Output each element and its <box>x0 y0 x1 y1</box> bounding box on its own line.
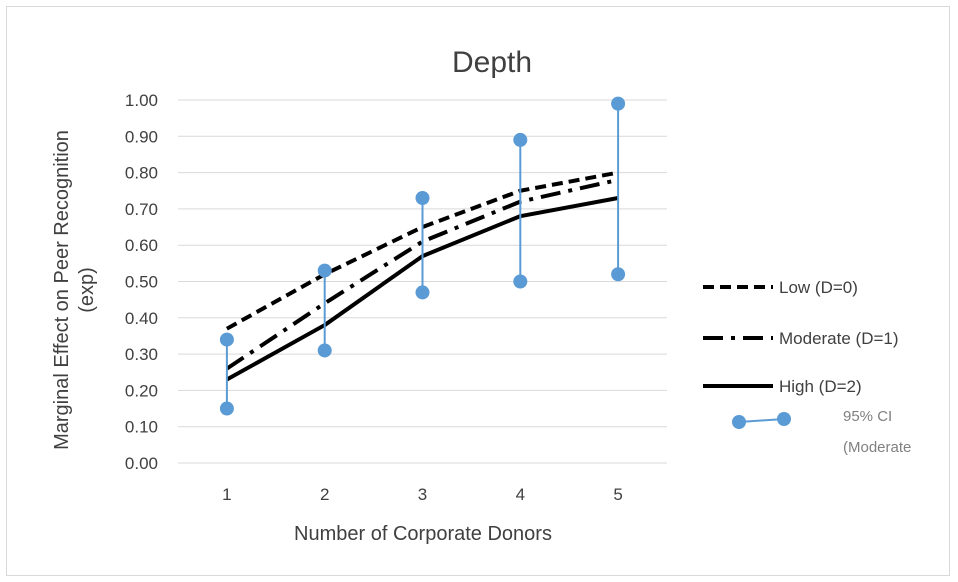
ci-lower-point <box>611 267 626 282</box>
confidence-intervals <box>219 96 626 416</box>
chart-title: Depth <box>452 46 532 79</box>
ci-upper-point <box>219 332 234 347</box>
x-axis-title: Number of Corporate Donors <box>294 523 552 545</box>
legend-label-ci-line-1: 95% CI <box>843 408 892 425</box>
y-tick-label: 0.90 <box>125 127 158 146</box>
x-tick-label: 4 <box>516 485 525 504</box>
x-tick-label: 1 <box>222 485 231 504</box>
x-tick-label: 5 <box>613 485 622 504</box>
legend: Low (D=0) Moderate (D=1) High (D=2) 95% … <box>703 278 911 456</box>
ci-upper-point <box>513 132 528 147</box>
ci-lower-point <box>415 285 430 300</box>
ci-upper-point <box>611 96 626 111</box>
y-axis-ticks: 0.00 0.10 0.20 0.30 0.40 0.50 0.60 0.70 0.80 0.90… <box>125 91 158 473</box>
legend-swatch-ci-line <box>738 418 785 423</box>
legend-label-moderate: Moderate (D=1) <box>779 329 899 348</box>
y-axis-title-line-2: (exp) <box>76 267 98 313</box>
legend-label-high: High (D=2) <box>779 377 862 396</box>
legend-swatch-ci-marker-right <box>777 412 791 426</box>
y-tick-label: 0.10 <box>125 418 158 437</box>
y-tick-label: 0.40 <box>125 309 158 328</box>
ci-lower-point <box>317 343 332 358</box>
y-tick-label: 0.60 <box>125 236 158 255</box>
y-tick-label: 0.50 <box>125 273 158 292</box>
y-tick-label: 0.30 <box>125 345 158 364</box>
series-line-low <box>225 170 619 331</box>
legend-label-low: Low (D=0) <box>779 278 858 297</box>
x-tick-label: 3 <box>418 485 427 504</box>
y-tick-label: 0.00 <box>125 454 158 473</box>
ci-upper-point <box>415 191 430 206</box>
ci-upper-point <box>317 263 332 278</box>
y-tick-label: 0.80 <box>125 164 158 183</box>
legend-swatch-ci-marker-left <box>732 415 746 429</box>
y-tick-label: 1.00 <box>125 91 158 110</box>
x-axis-ticks: 1 2 3 4 5 <box>222 485 623 504</box>
y-axis-title-line-1: Marginal Effect on Peer Recognition <box>51 130 73 450</box>
legend-label-ci-line-2: (Moderate <box>843 439 911 456</box>
gridlines <box>178 99 667 464</box>
chart-frame <box>6 6 950 576</box>
y-axis-title: Marginal Effect on Peer Recognition (exp… <box>51 130 98 450</box>
series-line-moderate <box>225 177 619 371</box>
y-tick-label: 0.20 <box>125 381 158 400</box>
x-tick-label: 2 <box>320 485 329 504</box>
ci-lower-point <box>219 401 234 416</box>
ci-lower-point <box>513 274 528 289</box>
y-tick-label: 0.70 <box>125 200 158 219</box>
